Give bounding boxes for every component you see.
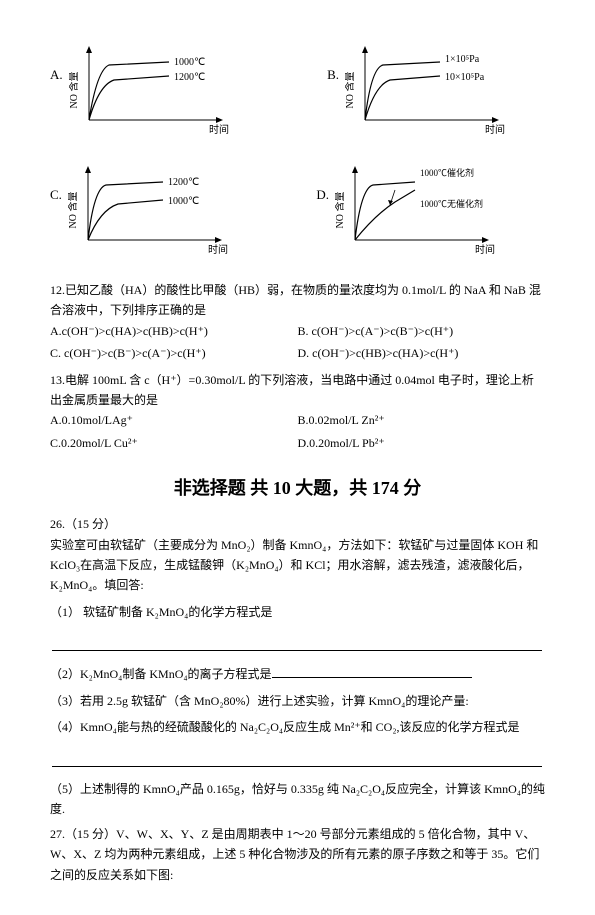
question-12: 12.已知乙酸（HA）的酸性比甲酸（HB）弱，在物质的量浓度均为 0.1mol/… — [50, 280, 545, 366]
q26-blank2 — [272, 663, 472, 678]
chart-d-label: D. — [316, 185, 329, 205]
svg-text:NO 含量: NO 含量 — [335, 192, 346, 229]
chart-a-ylabel: NO 含量 — [69, 72, 80, 109]
q26-sub5: （5）上述制得的 KmnO₄产品 0.165g，恰好与 0.335g 纯 Na₂… — [50, 779, 545, 820]
svg-text:时间: 时间 — [208, 243, 228, 256]
chart-a-svg: NO 含量 1000℃ 1200℃ 时间 — [69, 40, 259, 140]
q26-stem: 实验室可由软锰矿（主要成分为 MnO₂）制备 KmnO₄，方法如下：软锰矿与过量… — [50, 535, 545, 596]
chart-b: B. NO 含量 1×10⁵Pa 10×10⁵Pa 时间 — [327, 40, 545, 140]
chart-c-svg: NO 含量 1200℃ 1000℃ 时间 — [68, 160, 258, 260]
q12-stem: 12.已知乙酸（HA）的酸性比甲酸（HB）弱，在物质的量浓度均为 0.1mol/… — [50, 280, 545, 321]
q13-opt-c: C.0.20mol/L Cu²⁺ — [50, 433, 298, 453]
svg-text:1000℃: 1000℃ — [174, 57, 205, 68]
chart-d-svg: NO 含量 1000℃催化剂 1000℃无催化剂 时间 — [335, 160, 545, 260]
q26-sub2: （2）K₂MnO₄制备 KMnO₄的离子方程式是 — [50, 663, 545, 684]
page-container: A. NO 含量 1000℃ 1200℃ 时间 B. NO 含量 — [0, 0, 595, 915]
q26-header: 26.（15 分） — [50, 514, 545, 534]
q13-opt-d: D.0.20mol/L Pb²⁺ — [298, 433, 546, 453]
svg-text:1200℃: 1200℃ — [174, 72, 205, 83]
q27-stem: 27.（15 分）V、W、X、Y、Z 是由周期表中 1～20 号部分元素组成的 … — [50, 824, 545, 885]
q12-opt-a: A.c(OH⁻)>c(HA)>c(HB)>c(H⁺) — [50, 321, 298, 341]
svg-text:1200℃: 1200℃ — [168, 177, 199, 188]
svg-text:时间: 时间 — [475, 243, 495, 256]
chart-d: D. NO 含量 1000℃催化剂 1000℃无催化剂 时间 — [316, 160, 545, 260]
q12-opt-d: D. c(OH⁻)>c(HB)>c(HA)>c(H⁺) — [298, 343, 546, 363]
q13-opt-a: A.0.10mol/LAg⁺ — [50, 410, 298, 430]
q26-sub1-text: （1） 软锰矿制备 K₂MnO₄的化学方程式是 — [50, 605, 272, 619]
q13-opt-b: B.0.02mol/L Zn²⁺ — [298, 410, 546, 430]
section-title: 非选择题 共 10 大题，共 174 分 — [50, 475, 545, 502]
svg-text:时间: 时间 — [485, 123, 505, 136]
svg-text:1000℃无催化剂: 1000℃无催化剂 — [420, 198, 483, 209]
q26-sub1: （1） 软锰矿制备 K₂MnO₄的化学方程式是 — [50, 602, 545, 622]
chart-row-2: C. NO 含量 1200℃ 1000℃ 时间 D. NO 含量 — [50, 160, 545, 260]
chart-a: A. NO 含量 1000℃ 1200℃ 时间 — [50, 40, 259, 140]
chart-b-svg: NO 含量 1×10⁵Pa 10×10⁵Pa 时间 — [345, 40, 545, 140]
q26-blank4 — [52, 752, 542, 767]
q26-sub4: （4）KmnO₄能与热的经硫酸酸化的 Na₂C₂O₄反应生成 Mn²⁺和 CO₂… — [50, 717, 545, 737]
q26-sub2-text: （2）K₂MnO₄制备 KMnO₄的离子方程式是 — [50, 667, 272, 681]
chart-b-label: B. — [327, 65, 339, 85]
q12-options: A.c(OH⁻)>c(HA)>c(HB)>c(H⁺) B. c(OH⁻)>c(A… — [50, 321, 545, 366]
svg-text:NO 含量: NO 含量 — [345, 72, 356, 109]
svg-text:1000℃: 1000℃ — [168, 196, 199, 207]
q26-blank1 — [52, 636, 542, 651]
svg-text:NO 含量: NO 含量 — [68, 192, 79, 229]
chart-c-label: C. — [50, 185, 62, 205]
question-27: 27.（15 分）V、W、X、Y、Z 是由周期表中 1～20 号部分元素组成的 … — [50, 824, 545, 885]
question-26: 26.（15 分） 实验室可由软锰矿（主要成分为 MnO₂）制备 KmnO₄，方… — [50, 514, 545, 820]
chart-row-1: A. NO 含量 1000℃ 1200℃ 时间 B. NO 含量 — [50, 40, 545, 140]
q12-opt-c: C. c(OH⁻)>c(B⁻)>c(A⁻)>c(H⁺) — [50, 343, 298, 363]
q26-sub3: （3）若用 2.5g 软锰矿（含 MnO₂80%）进行上述实验，计算 KmnO₄… — [50, 691, 545, 711]
chart-c: C. NO 含量 1200℃ 1000℃ 时间 — [50, 160, 258, 260]
q13-stem: 13.电解 100mL 含 c（H⁺）=0.30mol/L 的下列溶液，当电路中… — [50, 370, 545, 411]
q13-options: A.0.10mol/LAg⁺ B.0.02mol/L Zn²⁺ C.0.20mo… — [50, 410, 545, 455]
svg-text:10×10⁵Pa: 10×10⁵Pa — [445, 72, 485, 83]
chart-a-label: A. — [50, 65, 63, 85]
svg-text:1×10⁵Pa: 1×10⁵Pa — [445, 54, 480, 65]
svg-text:1000℃催化剂: 1000℃催化剂 — [420, 167, 474, 178]
question-13: 13.电解 100mL 含 c（H⁺）=0.30mol/L 的下列溶液，当电路中… — [50, 370, 545, 456]
q12-opt-b: B. c(OH⁻)>c(A⁻)>c(B⁻)>c(H⁺) — [298, 321, 546, 341]
svg-text:时间: 时间 — [209, 123, 229, 136]
